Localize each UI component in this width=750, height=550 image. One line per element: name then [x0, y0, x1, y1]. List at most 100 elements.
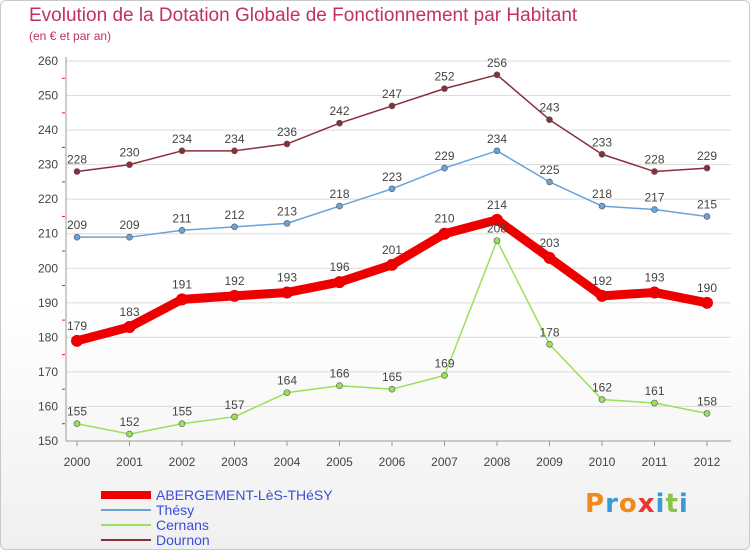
legend-item: Thésy: [101, 503, 401, 518]
data-label: 256: [487, 56, 507, 70]
legend-item: Cernans: [101, 518, 401, 533]
data-label: 252: [434, 70, 454, 84]
x-tick-label: 2012: [694, 455, 721, 469]
data-point: [651, 399, 658, 407]
data-label: 242: [329, 104, 349, 118]
x-tick-label: 2010: [589, 455, 616, 469]
data-point: [703, 164, 711, 172]
data-point: [651, 168, 658, 175]
data-point: [596, 289, 608, 302]
data-label: 228: [644, 153, 664, 167]
x-tick-label: 2006: [379, 455, 406, 469]
data-point: [546, 116, 553, 124]
data-point: [283, 140, 291, 148]
data-point: [126, 161, 133, 168]
data-point: [176, 293, 188, 306]
data-point: [386, 258, 398, 271]
data-point: [703, 410, 711, 417]
data-label: 152: [119, 415, 139, 429]
data-point: [438, 227, 451, 240]
data-label: 236: [277, 125, 297, 139]
data-label: 157: [224, 398, 244, 412]
y-tick-label: 190: [38, 296, 58, 310]
y-tick-label: 250: [38, 89, 58, 103]
data-label: 229: [697, 149, 717, 163]
data-label: 210: [434, 212, 454, 226]
data-label: 169: [434, 356, 454, 370]
y-tick-label: 260: [38, 54, 58, 68]
data-label: 209: [67, 218, 87, 232]
data-point: [283, 389, 291, 396]
data-label: 230: [119, 146, 139, 160]
y-tick-label: 220: [38, 192, 58, 206]
data-label: 165: [382, 370, 402, 384]
data-point: [491, 213, 503, 226]
data-point: [228, 289, 241, 302]
data-label: 225: [539, 163, 559, 177]
data-point: [388, 102, 396, 110]
data-point: [388, 385, 396, 393]
data-label: 214: [487, 198, 507, 212]
data-point: [231, 413, 238, 421]
data-point: [336, 202, 343, 210]
data-label: 213: [277, 204, 297, 218]
data-point: [123, 321, 136, 333]
data-point: [231, 147, 238, 155]
data-label: 215: [697, 197, 717, 211]
legend-swatch: [101, 539, 151, 541]
data-label: 209: [119, 218, 139, 232]
data-point: [493, 147, 501, 155]
legend-item: ABERGEMENT-LèS-THéSY: [101, 488, 401, 503]
data-label: 212: [224, 208, 244, 222]
data-point: [493, 237, 501, 244]
x-tick-label: 2005: [326, 455, 353, 469]
data-label: 234: [172, 132, 192, 146]
legend-label: ABERGEMENT-LèS-THéSY: [156, 487, 333, 503]
legend-swatch: [101, 509, 151, 511]
data-label: 247: [382, 87, 402, 101]
data-point: [598, 150, 606, 158]
data-label: 243: [539, 101, 559, 115]
data-label: 162: [592, 381, 612, 395]
data-point: [178, 226, 186, 234]
data-point: [73, 233, 81, 241]
data-point: [73, 420, 81, 428]
data-label: 193: [277, 270, 297, 284]
data-label: 192: [592, 274, 612, 288]
x-tick-label: 2007: [431, 455, 458, 469]
data-label: 161: [644, 384, 664, 398]
x-tick-label: 2011: [642, 455, 668, 469]
data-point: [441, 164, 448, 172]
data-point: [441, 85, 448, 92]
data-label: 178: [539, 325, 559, 339]
legend-swatch: [101, 524, 151, 526]
proxiti-logo: Proxiti: [585, 489, 689, 519]
chart-subtitle: (en € et par an): [29, 29, 112, 43]
data-label: 203: [539, 236, 559, 250]
data-label: 191: [172, 277, 192, 291]
x-tick-label: 2003: [221, 455, 248, 469]
data-label: 234: [487, 132, 507, 146]
data-point: [648, 286, 661, 299]
y-tick-label: 180: [38, 330, 58, 344]
y-tick-label: 150: [38, 434, 58, 448]
y-tick-label: 230: [38, 158, 58, 172]
data-label: 179: [67, 319, 87, 333]
data-point: [546, 340, 553, 348]
x-tick-label: 2008: [484, 455, 511, 469]
x-tick-label: 2000: [64, 455, 91, 469]
data-point: [126, 430, 133, 438]
y-tick-label: 170: [38, 365, 58, 379]
chart-title: Evolution de la Dotation Globale de Fonc…: [29, 5, 578, 26]
data-point: [651, 206, 658, 213]
x-tick-label: 2002: [169, 455, 196, 469]
legend-item: Dournon: [101, 533, 401, 548]
data-label: 193: [644, 270, 664, 284]
data-point: [71, 334, 83, 347]
data-label: 155: [172, 405, 192, 419]
data-label: 201: [382, 243, 402, 257]
data-label: 234: [224, 132, 244, 146]
legend-swatch: [101, 491, 151, 499]
data-point: [336, 382, 343, 390]
